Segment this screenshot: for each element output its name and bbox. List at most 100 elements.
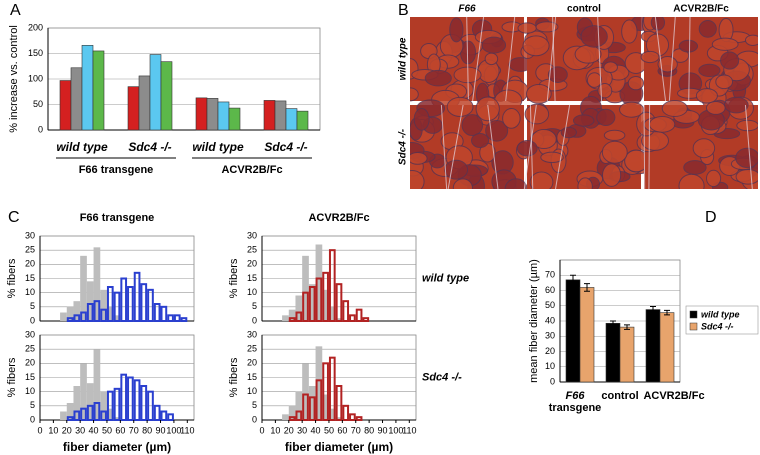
fiber-outline (698, 63, 721, 78)
panel-label: C (8, 209, 20, 226)
y-tick-label: 15 (25, 273, 35, 283)
histogram-bar (113, 417, 121, 420)
fiber-outline (640, 50, 660, 64)
fiber-outline (522, 35, 550, 57)
x-tick-label: 30 (297, 425, 307, 435)
legend-swatch (689, 322, 698, 331)
legend-label: wild type (701, 309, 740, 319)
tissue-streak (668, 17, 676, 102)
tissue-streak (597, 17, 603, 102)
bar (645, 309, 661, 383)
histogram-bar (60, 312, 67, 321)
fiber-outline (471, 132, 490, 149)
bar (263, 100, 276, 131)
group-label: ACVR2B/Fc (221, 164, 282, 176)
histogram-bar (120, 277, 128, 322)
y-tick-label: 50 (545, 300, 555, 310)
histogram-bar (302, 393, 309, 421)
y-tick-label: 20 (25, 358, 35, 368)
fiber-outline (525, 83, 552, 104)
bar (619, 326, 635, 383)
y-tick-label: 50 (33, 99, 43, 109)
error-bar (570, 274, 576, 285)
histogram-bar (349, 413, 356, 422)
x-tick-label: 90 (378, 425, 388, 435)
bar (565, 279, 581, 383)
panel-label: B (398, 2, 409, 19)
histogram-bar (80, 363, 87, 420)
histogram-bar (295, 391, 303, 420)
bar (285, 108, 298, 131)
tissue-streak (466, 17, 469, 102)
histogram-bar (167, 314, 174, 323)
tissue-streak (440, 104, 448, 189)
histogram-bar (127, 376, 134, 421)
x-tick-label: Sdc4 -/- (128, 140, 171, 154)
histogram-bar (100, 410, 107, 421)
histogram-bar (328, 306, 336, 321)
fiber-outline (596, 108, 616, 127)
bar (217, 101, 230, 131)
y-tick-label: 25 (25, 344, 35, 354)
x-tick-label: 110 (402, 425, 416, 435)
histogram-bar (66, 403, 74, 420)
fiber-outline (504, 178, 528, 189)
y-axis-label: % fibers (228, 357, 240, 397)
y-tick-label: 15 (247, 372, 257, 382)
y-tick-label: 40 (545, 315, 555, 325)
fiber-outline (577, 177, 593, 189)
error-bar (624, 324, 630, 330)
fiber-outline (502, 108, 521, 129)
fiber-outline (705, 169, 722, 188)
x-tick-label: F66 (566, 390, 586, 402)
bar (81, 45, 94, 131)
histogram-bar (113, 387, 121, 422)
x-tick-label: wild type (192, 140, 244, 154)
x-tick-label: 50 (324, 425, 334, 435)
bar (579, 287, 595, 383)
fiber-outline (410, 169, 425, 189)
y-tick-label: 0 (30, 315, 35, 325)
y-axis-label: % fibers (6, 357, 18, 397)
error-bar (650, 306, 656, 314)
bar (149, 54, 162, 131)
bar (92, 50, 105, 131)
histogram-bar (100, 289, 107, 321)
histogram-bar (308, 386, 316, 420)
bar (206, 98, 219, 131)
fiber-outline (410, 151, 428, 165)
row-label: Sdc4 -/- (398, 128, 409, 165)
tissue-streak (643, 104, 646, 189)
histogram-bar (308, 286, 316, 322)
histogram-bar (106, 408, 114, 420)
tissue-streak (523, 104, 537, 189)
x-tick-label: 0 (259, 425, 264, 435)
histogram-bar (73, 410, 81, 421)
fiber-outline (444, 159, 469, 180)
fiber-outline (516, 140, 538, 157)
y-tick-label: 10 (247, 287, 257, 297)
histogram-bar (86, 303, 94, 322)
x-tick-label: wild type (56, 140, 108, 154)
fiber-outline (540, 151, 564, 164)
histogram-bar (295, 311, 303, 322)
bar (605, 322, 621, 383)
row-label: Sdc4 -/- (422, 371, 462, 383)
y-tick-label: 0 (252, 315, 257, 325)
tissue-streak (744, 104, 753, 189)
histogram-bar (315, 277, 323, 322)
y-tick-label: 30 (247, 329, 257, 339)
histogram-bar (100, 391, 107, 420)
histogram-bar (295, 410, 303, 421)
x-tick-label: 10 (270, 425, 280, 435)
y-tick-label: 30 (545, 331, 555, 341)
histogram-bar (133, 379, 141, 422)
histogram-bar (73, 301, 81, 321)
y-tick-label: 20 (25, 259, 35, 269)
histogram-bar (328, 356, 336, 421)
histogram-bar (355, 416, 363, 421)
histogram-bar (302, 255, 309, 321)
histogram-bar (66, 306, 74, 321)
y-axis-label: % increase vs. control (8, 25, 20, 133)
y-tick-label: 5 (30, 301, 35, 311)
